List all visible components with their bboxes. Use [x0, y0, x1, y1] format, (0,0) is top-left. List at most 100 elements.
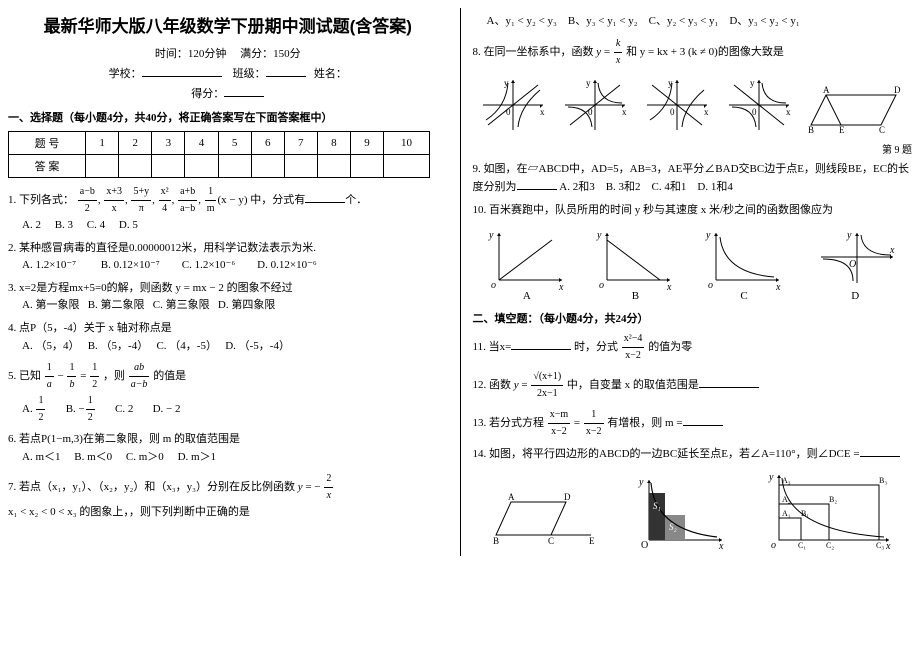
svg-text:y: y	[846, 230, 852, 241]
q12-b: 中，自变量 x 的取值范围是	[567, 379, 699, 391]
parallelogram-icon: AD BEC	[806, 85, 906, 135]
svg-text:B: B	[493, 536, 499, 546]
q1-optB: B. 3	[55, 219, 73, 231]
q1-optD: D. 5	[119, 219, 138, 231]
section1-heading: 一、选择题（每小题4分，共40分，将正确答案写在下面答案框中）	[8, 109, 448, 125]
q9-caption: 第 9 题	[473, 141, 913, 156]
score-blank[interactable]	[224, 85, 264, 97]
th-10: 10	[384, 132, 430, 155]
svg-text:E: E	[839, 125, 845, 135]
q3-optB: B. 第二象限	[88, 299, 145, 311]
q1: 1. 下列各式： a−b2, x+3x, 5+yπ, x²4, a+ba−b, …	[8, 184, 448, 235]
q1-blank[interactable]	[305, 191, 345, 203]
q11-blank[interactable]	[511, 338, 571, 350]
q10-graph-d: xyO D	[813, 225, 898, 302]
q10-label-b: B	[595, 290, 675, 302]
svg-text:y: y	[504, 78, 509, 88]
q4: 4. 点P（5，-4）关于 x 轴对称点是 A. （5，4） B. （5，-4）…	[8, 320, 448, 355]
ans-8[interactable]	[317, 155, 350, 178]
q8-stem-a: 8. 在同一坐标系中，函数	[473, 46, 597, 58]
q5-optC: C. 2	[115, 403, 133, 415]
graph-icon: xy0	[478, 75, 548, 135]
q2-optD: D. 0.12×10⁻⁶	[257, 259, 317, 271]
q3-optD: D. 第四象限	[218, 299, 275, 311]
ans-4[interactable]	[185, 155, 218, 178]
q1-stem-c: 个．	[345, 194, 367, 206]
svg-text:B: B	[808, 125, 814, 135]
q13-blank[interactable]	[683, 414, 723, 426]
q1-stem-b: 中，分式有	[250, 194, 305, 206]
q2-optC: C. 1.2×10⁻⁶	[182, 259, 235, 271]
svg-text:A: A	[823, 85, 830, 95]
q12-blank[interactable]	[699, 376, 759, 388]
q11-a: 11. 当x=	[473, 341, 512, 353]
q10-label-c: C	[704, 290, 784, 302]
q9-blank[interactable]	[517, 178, 557, 190]
q4-optC: C. （4，-5）	[156, 340, 217, 352]
svg-text:o: o	[771, 540, 776, 550]
graph-icon: xy0	[642, 75, 712, 135]
ans-10[interactable]	[384, 155, 430, 178]
answer-header-row: 题 号 1 2 3 4 5 6 7 8 9 10	[9, 132, 430, 155]
q10-graph-b: xyo B	[595, 225, 675, 302]
left-column: 最新华师大版八年级数学下册期中测试题(含答案) 时间：120分钟 满分：150分…	[8, 8, 448, 556]
svg-text:x: x	[622, 107, 627, 117]
q14-blank[interactable]	[860, 445, 900, 457]
ans-5[interactable]	[218, 155, 251, 178]
q8-graph-b: xy0	[560, 75, 630, 135]
svg-text:y: y	[586, 78, 591, 88]
q11-c: 的值为零	[648, 341, 692, 353]
q7: 7. 若点（x₁，y₁）、（x₂，y₂）和（x₃，y₃）分别在反比例函数 y =…	[8, 471, 448, 522]
q3-optA: A. 第一象限	[22, 299, 79, 311]
school-blank[interactable]	[142, 65, 222, 77]
chart-icon: xyO S₁ S₂	[637, 475, 727, 550]
th-6: 6	[251, 132, 284, 155]
q5-optA-pre: A.	[22, 403, 35, 415]
meta-full: 满分：150分	[240, 48, 301, 60]
graph-icon: xy0	[560, 75, 630, 135]
q7-options: A、y₁ < y₂ < y₃ B、y₃ < y₁ < y₂ C、y₂ < y₃ …	[473, 13, 913, 31]
svg-text:x: x	[786, 107, 791, 117]
ans-9[interactable]	[350, 155, 383, 178]
q3-stem: 3. x=2是方程mx+5=0的解，则函数 y = mx − 2 的图象不经过	[8, 282, 293, 294]
right-column: A、y₁ < y₂ < y₃ B、y₃ < y₁ < y₂ C、y₂ < y₃ …	[473, 8, 913, 556]
q4-optA: A. （5，4）	[22, 340, 79, 352]
q10-graphs: xyo A xyo B xyo C	[473, 225, 913, 302]
graph-icon: xy0	[724, 75, 794, 135]
svg-text:0: 0	[670, 107, 675, 117]
q7-optB: B、y₃ < y₁ < y₂	[568, 15, 638, 27]
q10-label-d: D	[813, 290, 898, 302]
q8-graph-a: xy0	[478, 75, 548, 135]
q5-optD: D. − 2	[153, 403, 181, 415]
q9-optD: D. 1和4	[697, 181, 732, 193]
q4-optD: D. （-5，-4）	[225, 340, 290, 352]
ans-6[interactable]	[251, 155, 284, 178]
q5: 5. 已知 1a − 1b = 12 ，则 aba−b 的值是 A. 12 B.…	[8, 360, 448, 426]
q7-optA: A、y₁ < y₂ < y₃	[487, 15, 557, 27]
q8-stem-b: 和 y = kx + 3 (k ≠ 0)的图像大致是	[626, 46, 784, 58]
column-separator	[460, 8, 461, 556]
class-blank[interactable]	[266, 65, 306, 77]
meta-school-label: 学校：	[109, 68, 142, 80]
svg-text:x: x	[704, 107, 709, 117]
ans-7[interactable]	[284, 155, 317, 178]
meta-score-label: 得分：	[191, 88, 224, 100]
meta-school-row: 学校： 班级： 姓名：	[8, 65, 448, 81]
q14-stem: 14. 如图，将平行四边形的ABCD的一边BC延长至点E，若∠A=110°，则∠…	[473, 448, 860, 460]
th-8: 8	[317, 132, 350, 155]
q8-graph-c: xy0	[642, 75, 712, 135]
ans-2[interactable]	[119, 155, 152, 178]
q13-a: 13. 若分式方程	[473, 417, 545, 429]
ans-1[interactable]	[86, 155, 119, 178]
q1-stem-a: 1. 下列各式：	[8, 194, 74, 206]
ans-3[interactable]	[152, 155, 185, 178]
q6: 6. 若点P(1−m,3)在第二象限，则 m 的取值范围是 A. m＜1 B. …	[8, 431, 448, 466]
meta-time-full: 时间：120分钟 满分：150分	[8, 45, 448, 61]
q7-stem-a: 7. 若点（x₁，y₁）、（x₂，y₂）和（x₃，y₃）分别在反比例函数	[8, 481, 295, 493]
q10: 10. 百米赛跑中，队员所用的时间 y 秒与其速度 x 米/秒之间的函数图像应为	[473, 202, 913, 220]
q10-graph-c: xyo C	[704, 225, 784, 302]
meta-name-label: 姓名：	[314, 68, 347, 80]
svg-text:o: o	[491, 280, 496, 290]
svg-text:y: y	[768, 472, 774, 483]
th-label: 题 号	[9, 132, 86, 155]
